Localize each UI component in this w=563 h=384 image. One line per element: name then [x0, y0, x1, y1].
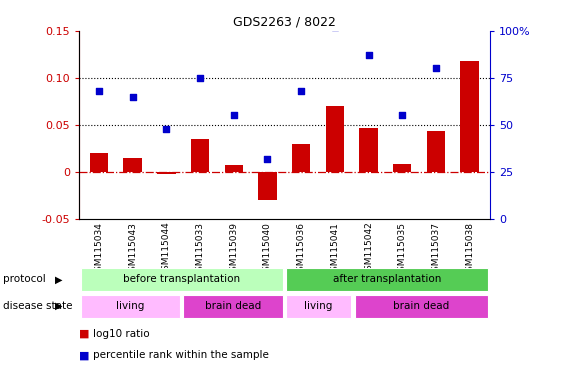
Point: [195, 74, 204, 81]
Point: [330, 24, 339, 30]
FancyBboxPatch shape: [286, 268, 488, 291]
FancyBboxPatch shape: [355, 295, 488, 318]
Title: GDS2263 / 8022: GDS2263 / 8022: [233, 15, 336, 28]
Point: [162, 126, 171, 132]
Text: ■: ■: [79, 329, 90, 339]
Text: before transplantation: before transplantation: [123, 274, 240, 285]
Text: ▶: ▶: [55, 301, 62, 311]
Text: log10 ratio: log10 ratio: [93, 329, 150, 339]
Bar: [325, 106, 344, 172]
FancyBboxPatch shape: [81, 295, 180, 318]
Point: [95, 88, 104, 94]
Bar: [393, 164, 412, 172]
Text: ▶: ▶: [55, 274, 62, 285]
Point: [128, 93, 137, 99]
Point: [465, 9, 474, 15]
Point: [397, 112, 406, 118]
Text: brain dead: brain dead: [205, 301, 261, 311]
Point: [263, 156, 272, 162]
Text: percentile rank within the sample: percentile rank within the sample: [93, 350, 269, 360]
Text: living: living: [116, 301, 144, 311]
Text: protocol: protocol: [3, 274, 46, 285]
Text: disease state: disease state: [3, 301, 72, 311]
Point: [431, 65, 440, 71]
Text: living: living: [305, 301, 333, 311]
Bar: [292, 144, 310, 172]
Bar: [123, 158, 142, 172]
Bar: [90, 153, 108, 172]
FancyBboxPatch shape: [286, 295, 351, 318]
FancyBboxPatch shape: [81, 268, 283, 291]
Bar: [157, 172, 176, 174]
Text: brain dead: brain dead: [393, 301, 449, 311]
Point: [364, 52, 373, 58]
Bar: [461, 61, 479, 172]
FancyBboxPatch shape: [184, 295, 283, 318]
Point: [229, 112, 238, 118]
Bar: [427, 131, 445, 172]
Text: ■: ■: [79, 350, 90, 360]
Bar: [191, 139, 209, 172]
Point: [297, 88, 306, 94]
Text: after transplantation: after transplantation: [333, 274, 441, 285]
Bar: [359, 127, 378, 172]
Bar: [225, 165, 243, 172]
Bar: [258, 172, 277, 200]
